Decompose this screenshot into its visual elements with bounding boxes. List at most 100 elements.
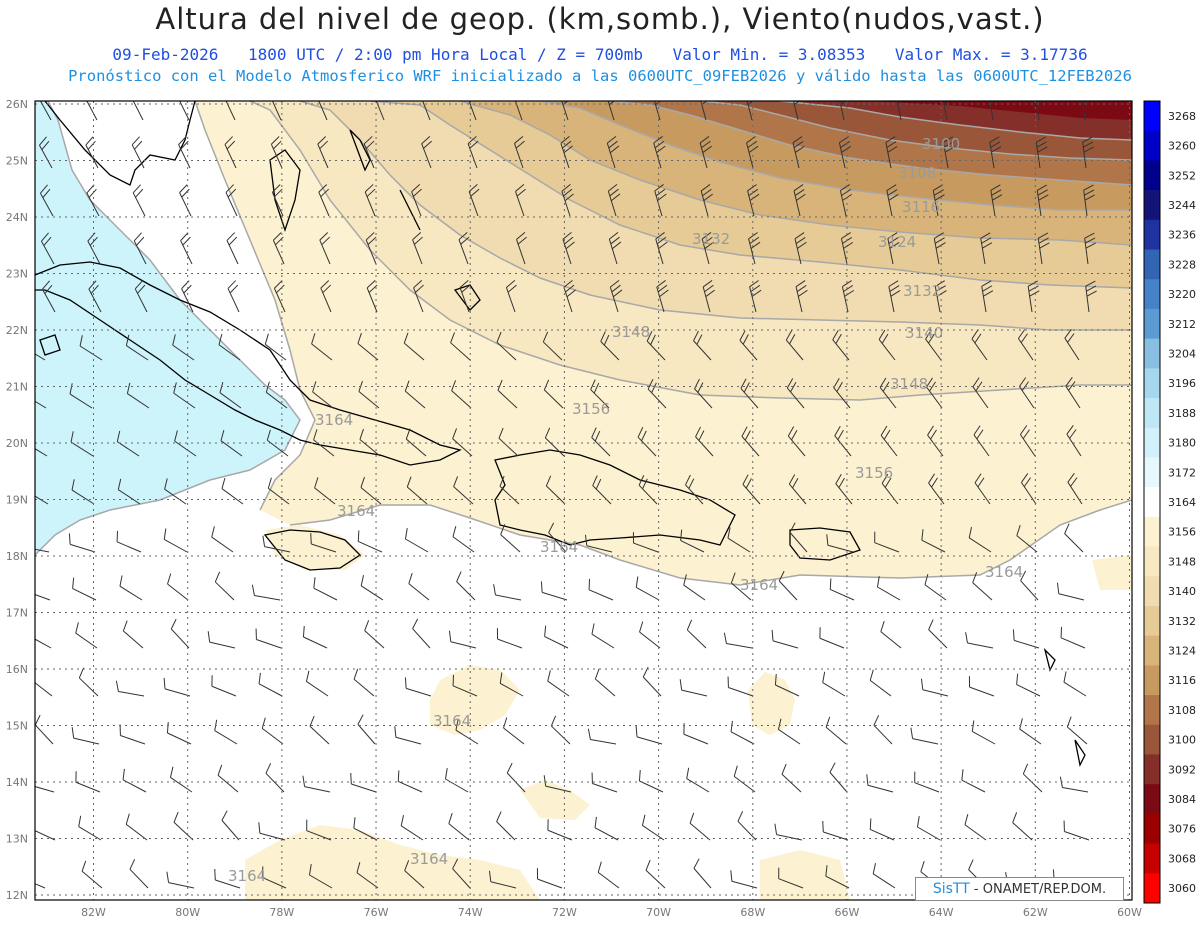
- wind-barb: [924, 584, 947, 601]
- wind-barb: [727, 537, 751, 553]
- wind-barb: [452, 536, 475, 553]
- wind-barb: [647, 388, 667, 409]
- wind-barb: [870, 828, 895, 841]
- wind-barb: [825, 875, 850, 889]
- wind-barb: [832, 339, 850, 361]
- wind-barb: [359, 439, 381, 457]
- wind-barb: [967, 642, 994, 649]
- lat-label: 13N: [6, 833, 28, 846]
- wind-barb: [822, 682, 846, 697]
- wind-barb: [503, 727, 525, 745]
- wind-barb: [680, 540, 705, 553]
- cyan-region: [35, 101, 300, 555]
- wind-barb: [545, 785, 572, 793]
- wind-barb: [778, 878, 804, 889]
- wind-barb: [541, 591, 568, 601]
- wind-barb: [400, 825, 424, 841]
- wind-barb: [412, 239, 423, 265]
- wind-barb: [265, 772, 285, 793]
- lat-label: 17N: [6, 607, 28, 620]
- wind-barb: [498, 437, 519, 457]
- wind-barb: [451, 390, 472, 409]
- patch-3164: [760, 850, 850, 900]
- wind-barb: [73, 737, 100, 745]
- wind-barb: [746, 101, 753, 121]
- wind-barb: [914, 782, 940, 793]
- lat-label: 12N: [6, 889, 28, 902]
- wind-barb: [224, 144, 237, 169]
- wind-barb: [792, 101, 799, 121]
- wind-barb: [840, 238, 848, 265]
- wind-barb: [830, 588, 855, 601]
- patch-3164: [245, 825, 540, 900]
- colorbar-swatch: [1144, 605, 1160, 637]
- axis-labels: 82W 80W 78W 76W 74W 72W 70W 68W 66W 64W 62W 60W 26N 2…: [6, 98, 1142, 919]
- wind-barb: [833, 387, 851, 409]
- wind-barb: [35, 883, 46, 889]
- wind-barb: [681, 689, 708, 697]
- wind-barb: [357, 343, 379, 361]
- wind-barb: [928, 629, 948, 649]
- wind-barb: [591, 437, 611, 457]
- contour-label: 3164: [315, 411, 353, 429]
- wind-barb: [214, 581, 235, 601]
- lat-label: 22N: [6, 324, 28, 337]
- wind-barb: [69, 543, 96, 553]
- wind-barb: [496, 821, 516, 841]
- wind-barb: [969, 686, 995, 697]
- wind-barb: [408, 583, 430, 601]
- contour-label: 3132: [903, 282, 941, 300]
- wind-barb: [547, 829, 573, 841]
- wind-barb: [172, 344, 195, 361]
- wind-barb: [981, 286, 987, 313]
- map-frame: [34, 100, 1133, 901]
- lat-label: 18N: [6, 550, 28, 563]
- wind-barb: [490, 881, 517, 889]
- hispaniola-coast: [494, 449, 736, 546]
- wind-barb: [125, 823, 148, 841]
- wind-barb: [404, 390, 426, 409]
- wind-barb: [412, 628, 431, 649]
- wind-barb: [180, 240, 193, 265]
- colorbar-swatch: [1144, 754, 1160, 785]
- wind-barb: [928, 482, 945, 505]
- wind-barb: [646, 340, 666, 361]
- wind-barb: [85, 144, 99, 169]
- wind-barb: [1012, 822, 1033, 841]
- wind-barb: [71, 489, 95, 505]
- contour-label: 3164: [433, 712, 471, 730]
- colorbar-swatch: [1144, 813, 1160, 845]
- wind-barb: [636, 586, 660, 601]
- wind-barb: [132, 101, 144, 121]
- wind-barb: [972, 386, 989, 409]
- wind-barb: [505, 287, 516, 313]
- wind-barb: [452, 868, 471, 889]
- wind-barb: [167, 583, 189, 601]
- wind-barb: [468, 191, 479, 217]
- wind-barb: [209, 641, 236, 649]
- wind-barb: [303, 636, 328, 649]
- wind-barb: [653, 142, 662, 169]
- wind-barb: [459, 287, 470, 313]
- wind-barb: [731, 582, 752, 601]
- wind-barb: [360, 487, 382, 505]
- wind-barb: [775, 684, 800, 697]
- wind-barb: [896, 101, 902, 121]
- wind-barb: [683, 733, 709, 745]
- wind-barb: [656, 286, 665, 313]
- wind-barb: [1037, 238, 1043, 265]
- colorbar-swatch: [1144, 279, 1160, 310]
- wind-barb: [70, 441, 94, 457]
- colorbar-label: 3172: [1168, 466, 1196, 479]
- wind-barb: [693, 868, 712, 889]
- contour-label: 3164: [540, 538, 578, 556]
- wind-barb: [609, 287, 619, 313]
- wind-barb: [872, 873, 896, 889]
- wind-barb: [214, 730, 238, 745]
- wind-barb: [468, 101, 477, 121]
- wind-barb: [358, 540, 383, 553]
- colorbar-label: 3108: [1168, 704, 1196, 717]
- patch-3164: [265, 525, 365, 570]
- wind-barb: [120, 735, 146, 745]
